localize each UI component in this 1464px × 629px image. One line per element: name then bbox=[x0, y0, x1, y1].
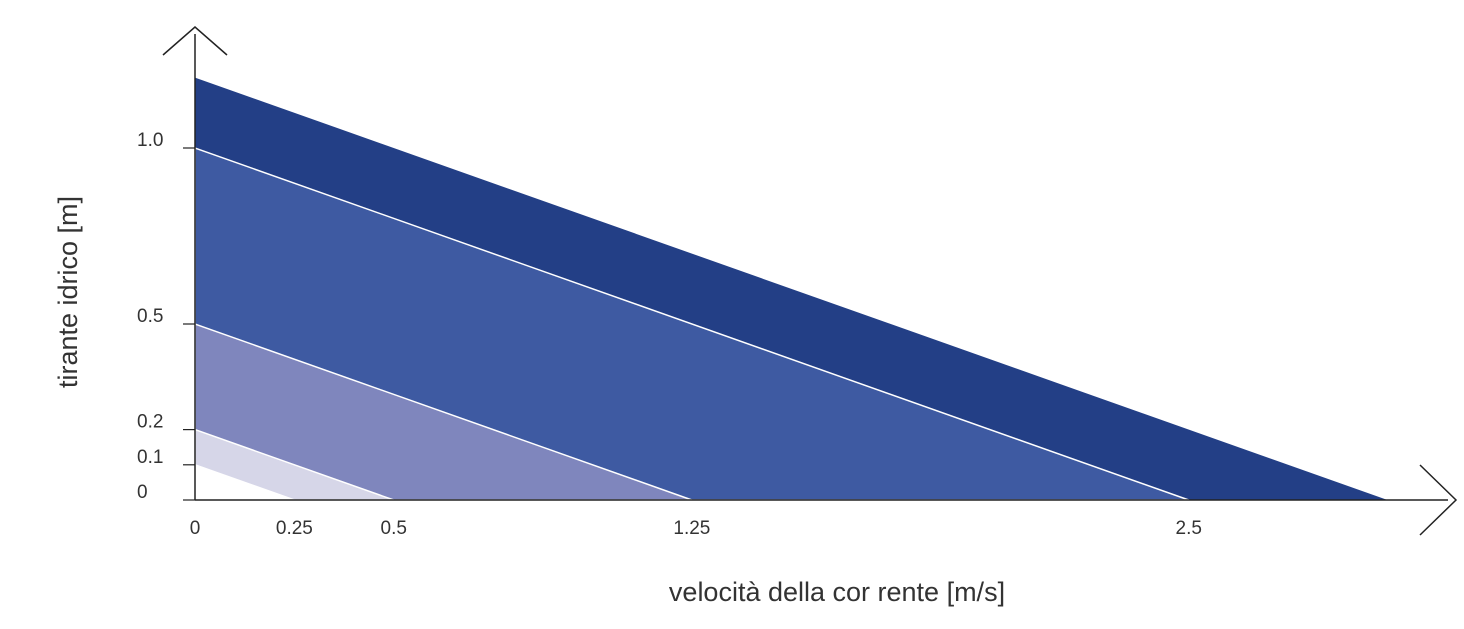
x-axis-title: velocità della cor rente [m/s] bbox=[669, 577, 1005, 607]
y-tick-label-1: 0.1 bbox=[137, 447, 163, 468]
y-tick-label-4: 1.0 bbox=[137, 130, 163, 151]
x-tick-label-2: 0.5 bbox=[381, 518, 407, 539]
x-tick-label-0: 0 bbox=[190, 518, 201, 539]
x-tick-label-3: 1.25 bbox=[673, 518, 710, 539]
area-series-group bbox=[194, 77, 1388, 501]
tick-labels: 0 0.25 0.5 1.25 2.5 0 0.1 0.2 0.5 1.0 bbox=[137, 130, 1202, 539]
y-axis-title: tirante idrico [m] bbox=[53, 196, 83, 388]
y-tick-label-0: 0 bbox=[137, 482, 148, 503]
y-axis-arrow-icon bbox=[162, 26, 228, 56]
y-tick-label-2: 0.2 bbox=[137, 412, 163, 433]
x-axis-arrow-icon bbox=[1419, 464, 1458, 536]
axes bbox=[162, 26, 1458, 536]
x-tick-label-1: 0.25 bbox=[276, 518, 313, 539]
x-tick-label-4: 2.5 bbox=[1176, 518, 1202, 539]
y-tick-label-3: 0.5 bbox=[137, 306, 163, 327]
